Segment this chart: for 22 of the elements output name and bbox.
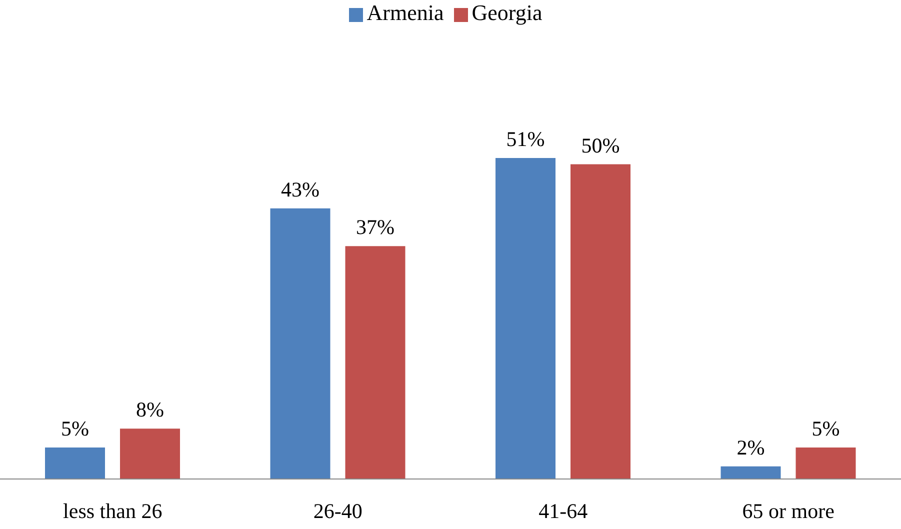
data-label: 43% (281, 177, 320, 202)
x-tick-label: 65 or more (742, 498, 834, 523)
legend-label: Armenia (366, 0, 444, 25)
x-tick-label: 26-40 (313, 498, 362, 523)
bar (570, 164, 630, 479)
legend-label: Georgia (472, 0, 542, 25)
bar (720, 466, 781, 479)
data-label: 51% (506, 127, 545, 151)
bar (796, 448, 856, 479)
bar (496, 158, 556, 479)
bar (270, 208, 330, 479)
data-label: 5% (812, 416, 840, 441)
bar (120, 428, 180, 479)
data-label: 8% (136, 398, 164, 422)
data-label: 5% (61, 416, 89, 441)
data-label: 2% (736, 435, 765, 460)
bar (345, 246, 406, 479)
x-tick-label: 41-64 (538, 498, 588, 523)
data-label: 50% (581, 133, 620, 158)
data-label: 37% (356, 215, 394, 240)
x-tick-label: less than 26 (63, 498, 162, 523)
bar (45, 448, 105, 479)
